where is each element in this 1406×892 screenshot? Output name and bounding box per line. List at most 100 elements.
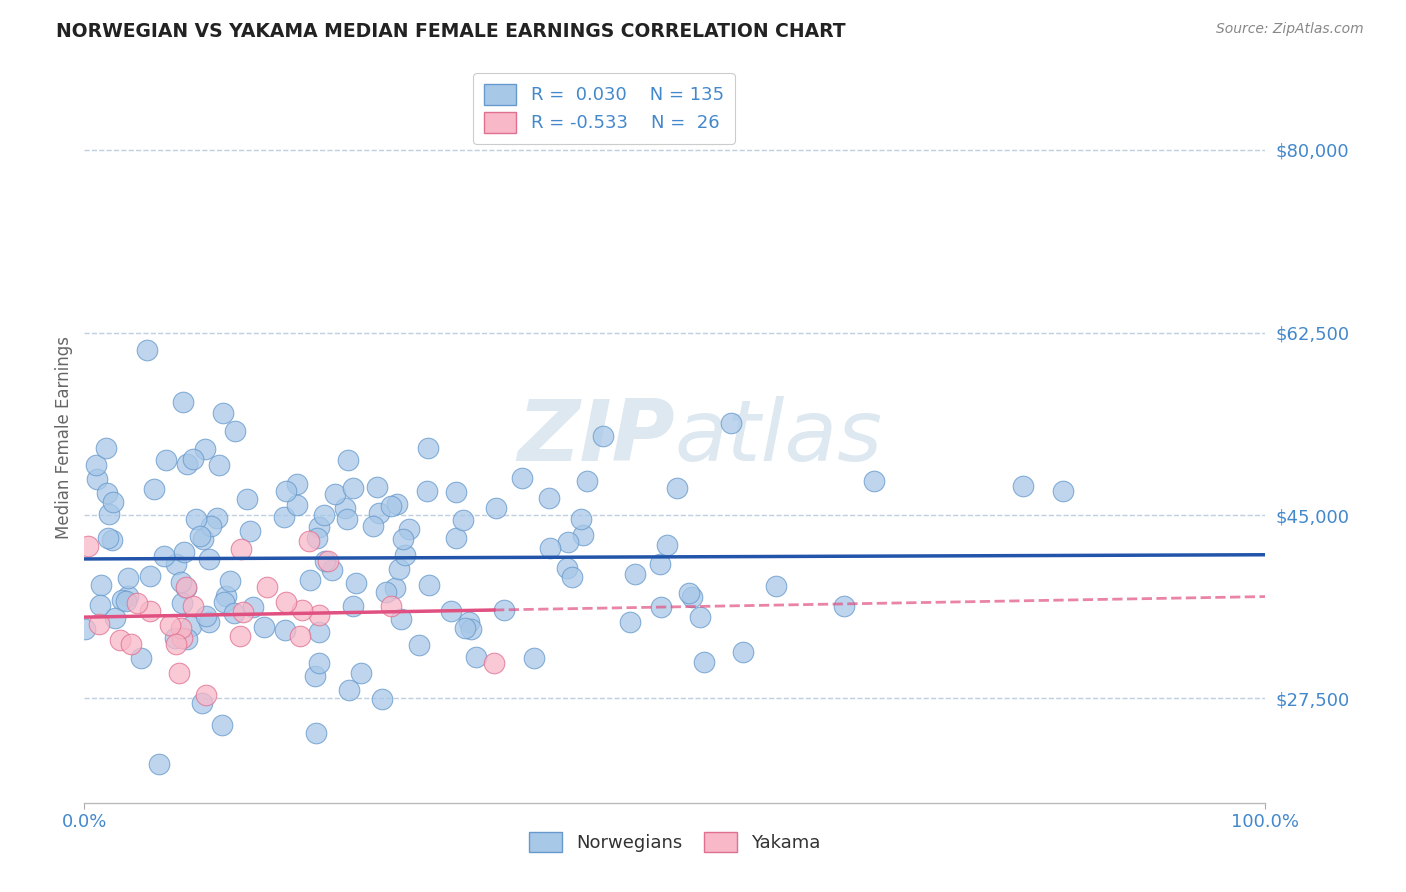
Point [576,475,599,489]
Point [76,539,98,553]
Point [464,650,486,665]
Point [276,595,298,609]
Point [391,612,413,626]
Point [323,487,346,501]
Point [308,520,330,534]
Point [96,486,118,500]
Point [335,501,357,516]
Point [314,553,336,567]
Point [418,578,440,592]
Point [172,632,194,646]
Point [681,590,703,604]
Point [367,507,389,521]
Point [733,645,755,659]
Point [510,471,533,485]
Point [180,619,202,633]
Point [308,656,330,670]
Point [94,441,117,455]
Point [1052,484,1074,499]
Point [350,665,373,680]
Point [97,531,120,545]
Point [482,656,505,670]
Point [561,570,583,584]
Point [384,581,406,595]
Point [222,606,245,620]
Point [416,483,439,498]
Point [228,629,250,643]
Y-axis label: Median Female Earnings: Median Female Earnings [55,335,73,539]
Point [523,650,546,665]
Point [305,726,328,740]
Point [308,607,330,622]
Point [720,416,742,430]
Point [165,636,187,650]
Point [862,474,884,488]
Point [557,534,579,549]
Point [361,519,384,533]
Point [215,589,238,603]
Point [451,513,474,527]
Point [129,651,152,665]
Text: NORWEGIAN VS YAKAMA MEDIAN FEMALE EARNINGS CORRELATION CHART: NORWEGIAN VS YAKAMA MEDIAN FEMALE EARNIN… [56,22,846,41]
Point [380,599,402,613]
Point [342,481,364,495]
Point [336,511,359,525]
Point [97,507,120,521]
Point [569,511,592,525]
Point [239,524,262,539]
Point [120,637,142,651]
Point [211,717,233,731]
Point [285,477,308,491]
Point [155,453,177,467]
Point [444,484,467,499]
Point [440,604,463,618]
Point [253,620,276,634]
Point [380,500,402,514]
Point [212,406,235,420]
Point [285,499,308,513]
Point [176,458,198,472]
Point [592,429,614,443]
Point [194,609,217,624]
Point [555,561,578,575]
Point [73,622,96,636]
Point [191,533,214,547]
Point [100,533,122,547]
Point [242,599,264,614]
Point [169,622,191,636]
Point [655,538,678,552]
Point [538,541,561,555]
Point [398,522,420,536]
Point [224,425,246,439]
Point [136,343,159,358]
Point [693,655,716,669]
Point [117,571,139,585]
Point [125,596,148,610]
Point [208,458,231,473]
Point [444,531,467,545]
Point [572,527,595,541]
Point [212,595,235,609]
Point [274,484,297,499]
Point [665,481,688,495]
Point [207,511,229,525]
Point [298,533,321,548]
Point [371,691,394,706]
Point [163,631,186,645]
Point [89,598,111,612]
Point [198,615,221,630]
Point [308,625,330,640]
Point [111,592,134,607]
Point [366,480,388,494]
Point [538,491,561,506]
Point [305,531,328,545]
Point [321,563,343,577]
Point [165,558,187,572]
Point [101,494,124,508]
Point [172,394,194,409]
Point [173,545,195,559]
Text: ZIP: ZIP [517,395,675,479]
Point [181,451,204,466]
Point [153,549,176,564]
Point [316,554,339,568]
